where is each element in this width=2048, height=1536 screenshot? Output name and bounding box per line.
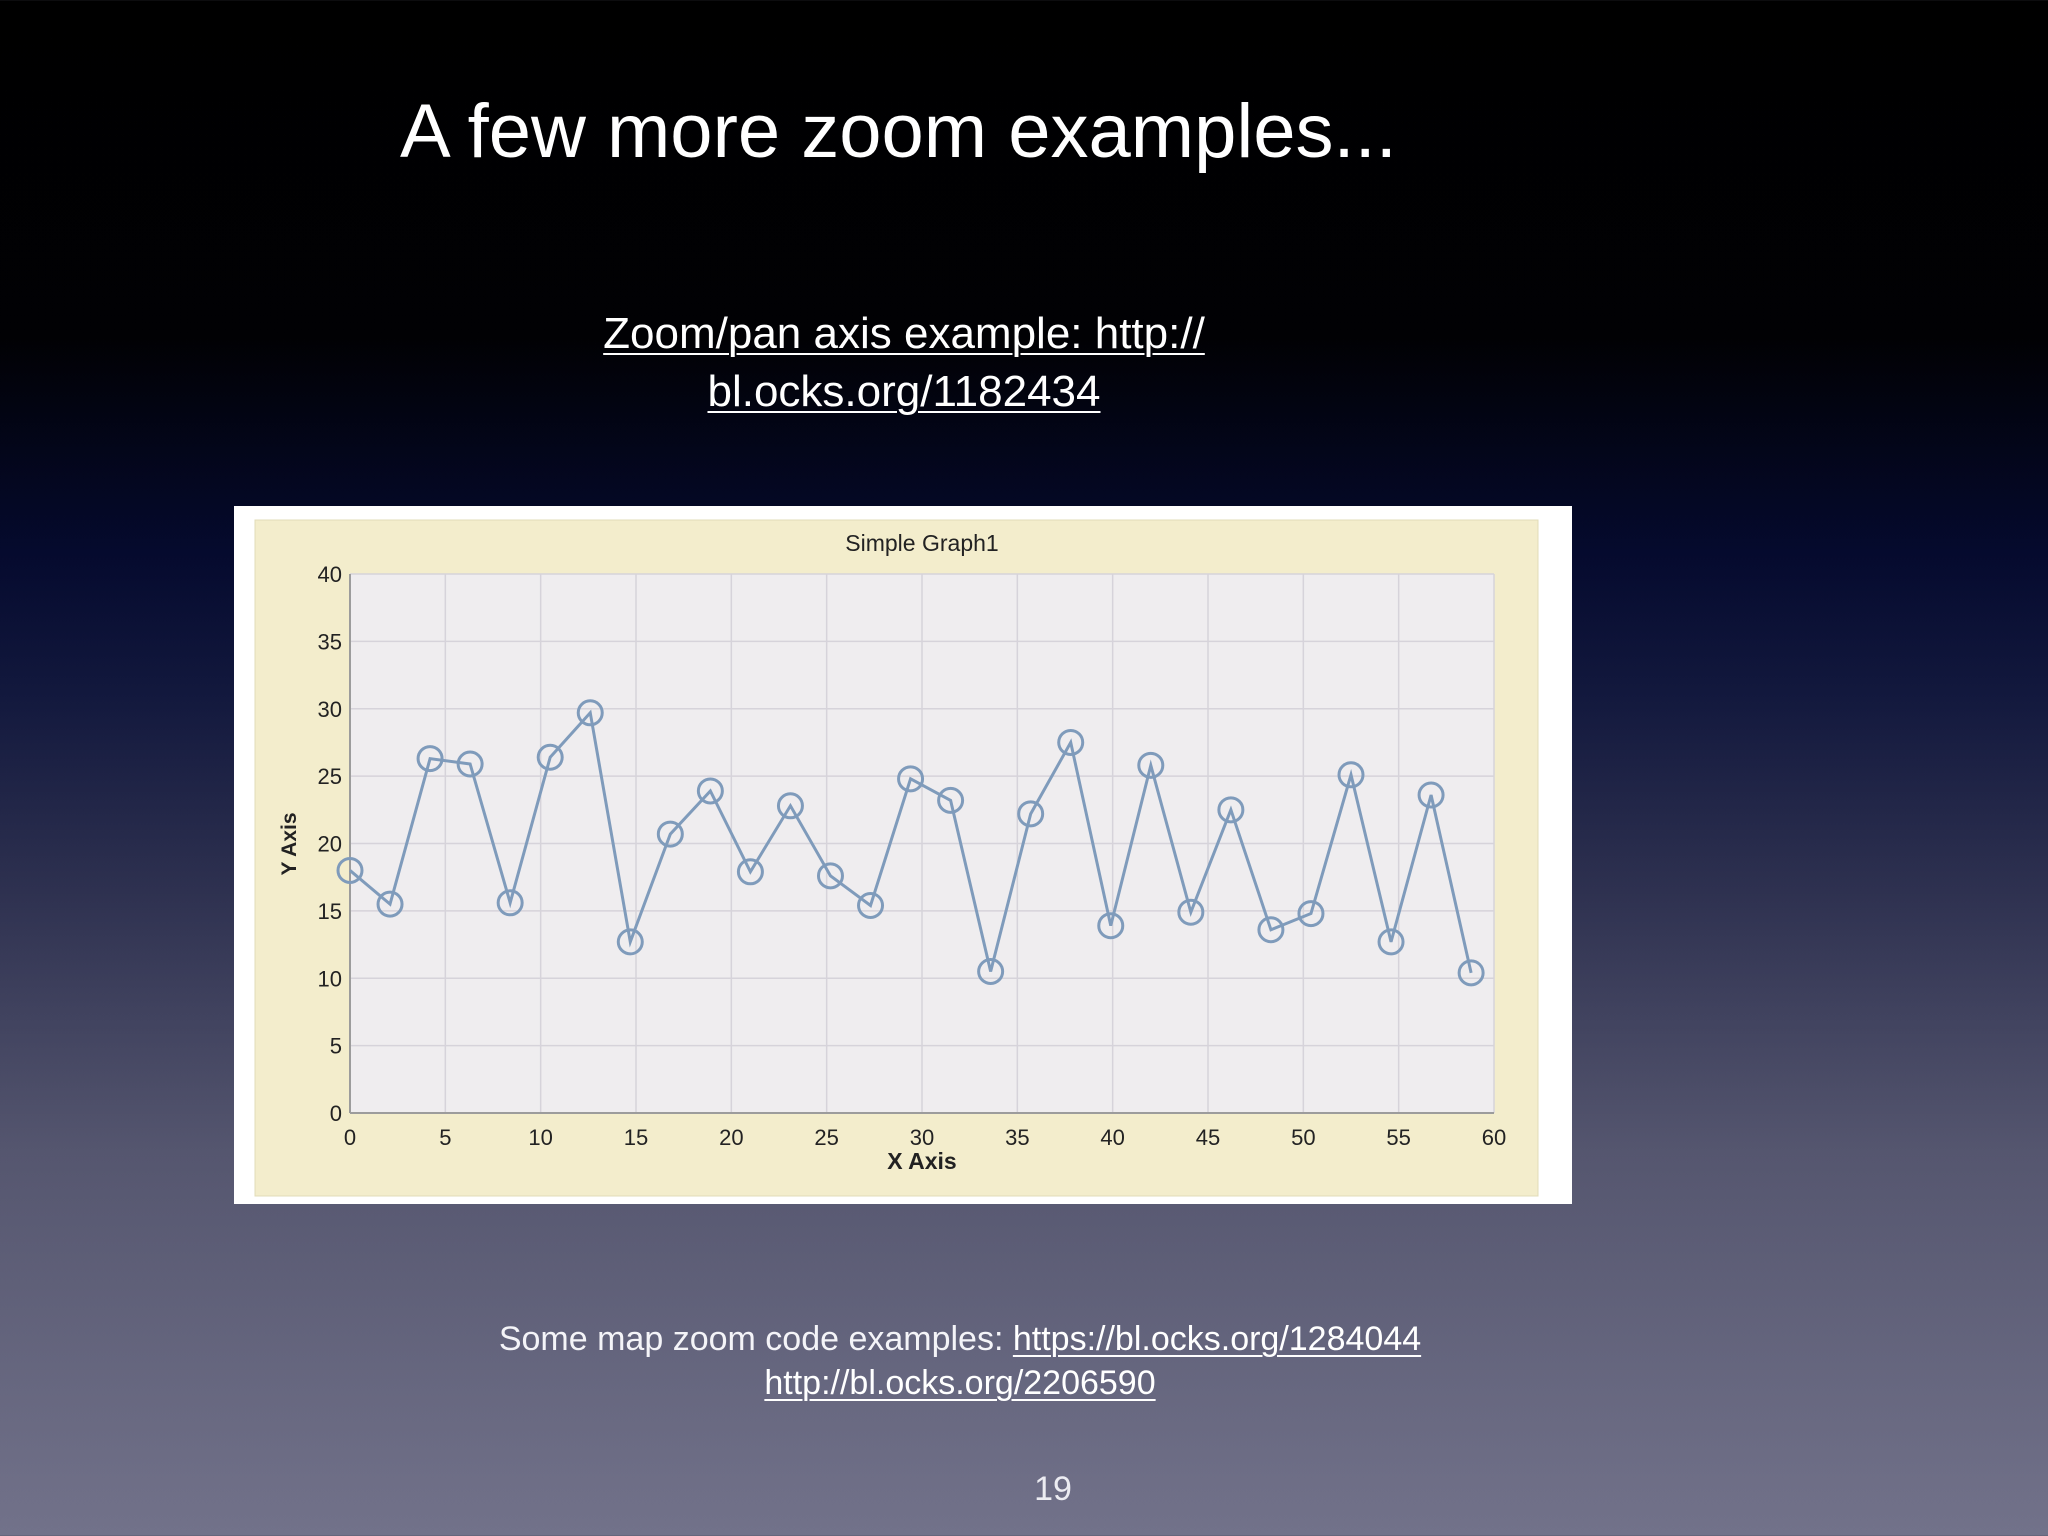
simple-graph-chart: 0 5 10 15 20 25 30 35 40 45 50 55 60 0 5 10 15 20 25 30 35 40… [254, 519, 1539, 1197]
data-point [857, 891, 885, 919]
x-tick-label: 15 [624, 1125, 648, 1150]
x-tick-label: 0 [344, 1125, 356, 1150]
footer-links: Some map zoom code examples: https://bl.… [0, 1317, 1920, 1405]
data-point [1097, 912, 1125, 940]
y-tick-label: 40 [318, 562, 342, 587]
x-tick-label: 20 [719, 1125, 743, 1150]
zoom-pan-link-block: Zoom/pan axis example: http:// bl.ocks.o… [0, 305, 1808, 421]
zoom-pan-example-link-line1[interactable]: Zoom/pan axis example: http:// [603, 309, 1205, 358]
data-point [1337, 761, 1365, 789]
data-point [736, 858, 764, 886]
data-point [696, 777, 724, 805]
data-point [1417, 781, 1445, 809]
data-point [1057, 728, 1085, 756]
map-zoom-link-1[interactable]: https://bl.ocks.org/1284044 [1012, 1320, 1422, 1358]
data-series [336, 699, 1485, 987]
data-point [496, 889, 524, 917]
series-line [349, 709, 1473, 974]
zoom-pan-example-link-line2[interactable]: bl.ocks.org/1182434 [707, 367, 1101, 416]
x-tick-label: 10 [528, 1125, 552, 1150]
axes: 0 5 10 15 20 25 30 35 40 45 50 55 60 0 5 10 15 20 25 30 35 40 [318, 562, 1507, 1150]
x-tick-label: 55 [1386, 1125, 1410, 1150]
data-point [1257, 916, 1285, 944]
x-tick-label: 40 [1100, 1125, 1124, 1150]
y-tick-label: 15 [318, 899, 342, 924]
data-point [1457, 959, 1485, 987]
y-tick-label: 30 [318, 697, 342, 722]
data-point [1177, 898, 1205, 926]
chart-image: 0 5 10 15 20 25 30 35 40 45 50 55 60 0 5 10 15 20 25 30 35 40… [234, 506, 1572, 1204]
data-point [776, 792, 804, 820]
y-tick-label: 10 [318, 966, 342, 991]
y-tick-label: 35 [318, 629, 342, 654]
data-point [536, 743, 564, 771]
y-axis-label: Y Axis [278, 812, 301, 875]
data-point [456, 750, 484, 778]
x-tick-label: 50 [1291, 1125, 1315, 1150]
data-point [416, 745, 444, 773]
x-tick-label: 60 [1482, 1125, 1506, 1150]
data-point [937, 786, 965, 814]
data-point [336, 856, 364, 884]
slide-title: A few more zoom examples... [400, 89, 1397, 174]
data-point [656, 820, 684, 848]
data-point [1217, 796, 1245, 824]
page-number: 19 [1034, 1470, 1072, 1508]
x-tick-label: 30 [910, 1125, 934, 1150]
chart-title: Simple Graph1 [845, 530, 998, 556]
y-tick-label: 20 [318, 832, 342, 857]
grid-lines [349, 573, 1495, 1114]
data-point [1017, 800, 1045, 828]
x-axis-label: X Axis [887, 1148, 956, 1174]
data-point [897, 765, 925, 793]
y-tick-label: 5 [330, 1034, 342, 1059]
x-tick-label: 5 [439, 1125, 451, 1150]
data-point [576, 699, 604, 727]
y-tick-label: 25 [318, 764, 342, 789]
data-point [977, 958, 1005, 986]
x-tick-label: 25 [814, 1125, 838, 1150]
y-tick-label: 0 [330, 1101, 342, 1126]
data-point [376, 890, 404, 918]
data-point [616, 928, 644, 956]
data-point [1137, 751, 1165, 779]
data-point [1377, 928, 1405, 956]
x-tick-label: 35 [1005, 1125, 1029, 1150]
x-tick-label: 45 [1196, 1125, 1220, 1150]
data-point [1297, 900, 1325, 928]
map-zoom-link-2[interactable]: http://bl.ocks.org/2206590 [764, 1364, 1156, 1402]
footer-text: Some map zoom code examples: [498, 1320, 1013, 1358]
data-point [816, 862, 844, 890]
